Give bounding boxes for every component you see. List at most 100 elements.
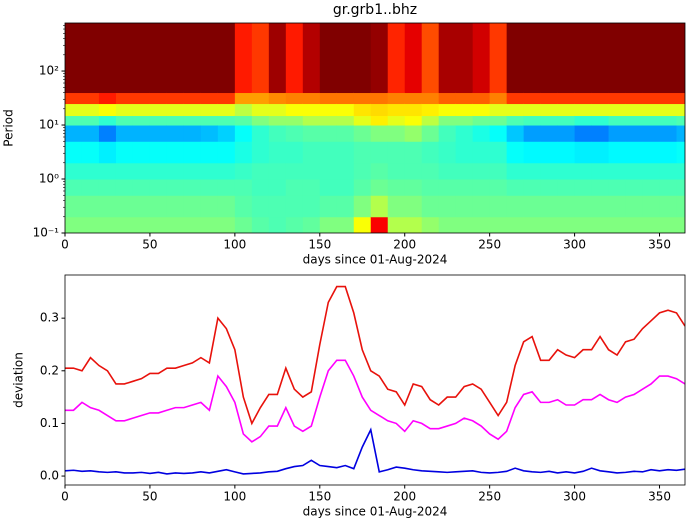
heat-cell [336, 216, 355, 233]
plot-area [65, 23, 685, 233]
heat-cell [676, 195, 685, 218]
heat-cell [438, 92, 457, 105]
heat-cell [438, 216, 457, 233]
heat-cell [540, 125, 559, 142]
heat-cell [285, 162, 304, 180]
heat-cell [591, 125, 610, 142]
heat-cell [591, 216, 610, 233]
heat-cell [540, 216, 559, 233]
heat-cell [455, 141, 474, 164]
heat-cell [506, 195, 525, 218]
heat-cell [574, 141, 593, 164]
x-tick-label: 50 [142, 238, 157, 252]
heat-cell [540, 115, 559, 126]
heat-cell [523, 103, 542, 117]
heat-cell [166, 125, 185, 142]
x-tick-label: 200 [393, 238, 416, 252]
heat-cell [642, 92, 661, 105]
heat-cell [302, 141, 321, 164]
heat-cell [115, 103, 134, 117]
heat-cell [183, 216, 202, 233]
x-tick-label: 0 [61, 238, 69, 252]
heat-cell [506, 115, 525, 126]
heat-cell [132, 179, 151, 196]
heat-cell [608, 125, 627, 142]
heat-cell [166, 179, 185, 196]
heat-cell [438, 195, 457, 218]
plot-area [65, 285, 685, 475]
heat-cell [370, 103, 389, 117]
y-axis-label: deviation [12, 352, 26, 408]
heat-cell [183, 23, 202, 94]
x-tick-label: 350 [648, 238, 671, 252]
heat-cell [285, 179, 304, 196]
heat-cell [115, 125, 134, 142]
heat-cell [489, 115, 508, 126]
heat-cell [65, 179, 83, 196]
heat-cell [659, 125, 678, 142]
heat-cell [523, 195, 542, 218]
heat-cell [65, 23, 83, 94]
heat-cell [81, 195, 100, 218]
heat-cell [251, 115, 270, 126]
heat-cell [200, 125, 219, 142]
heat-cell [200, 179, 219, 196]
heat-cell [387, 141, 406, 164]
heat-cell [217, 141, 236, 164]
y-tick-label: 10⁻¹ [33, 226, 60, 240]
heat-cell [200, 115, 219, 126]
heat-cell [302, 216, 321, 233]
line [65, 427, 685, 475]
heat-cell [166, 92, 185, 105]
heat-cell [149, 103, 168, 117]
heat-cell [557, 179, 576, 196]
heat-cell [438, 23, 457, 94]
heat-cell [81, 141, 100, 164]
heat-cell [574, 179, 593, 196]
heat-cell [98, 125, 117, 142]
heat-cell [523, 23, 542, 94]
heat-cell [302, 125, 321, 142]
heat-cell [115, 162, 134, 180]
heat-cell [132, 162, 151, 180]
heat-cell [540, 23, 559, 94]
heat-cell [472, 23, 491, 94]
heat-cell [183, 195, 202, 218]
heat-cell [319, 125, 338, 142]
heat-cell [353, 125, 372, 142]
heat-cell [523, 92, 542, 105]
heat-cell [302, 179, 321, 196]
heat-cell [285, 141, 304, 164]
heat-cell [659, 195, 678, 218]
heat-cell [574, 92, 593, 105]
x-axis-label: days since 01-Aug-2024 [303, 253, 448, 267]
x-axis-label: days since 01-Aug-2024 [303, 505, 448, 519]
heat-cell [319, 103, 338, 117]
heat-cell [251, 195, 270, 218]
heat-cell [659, 141, 678, 164]
heat-cell [217, 125, 236, 142]
heat-cell [149, 125, 168, 142]
heat-cell [642, 103, 661, 117]
heat-cell [353, 216, 372, 233]
x-tick-label: 350 [648, 490, 671, 504]
heat-cell [404, 216, 423, 233]
x-tick-label: 100 [223, 490, 246, 504]
heat-cell [642, 179, 661, 196]
heat-cell [200, 195, 219, 218]
heat-cell [625, 23, 644, 94]
heat-cell [370, 92, 389, 105]
heat-cell [166, 23, 185, 94]
heat-cell [302, 103, 321, 117]
heat-cell [642, 195, 661, 218]
heat-cell [455, 179, 474, 196]
heat-cell [506, 103, 525, 117]
heat-cell [98, 195, 117, 218]
heat-cell [166, 195, 185, 218]
heat-cell [336, 23, 355, 94]
heat-cell [65, 125, 83, 142]
heat-cell [98, 92, 117, 105]
heat-cell [540, 162, 559, 180]
heat-cell [302, 23, 321, 94]
